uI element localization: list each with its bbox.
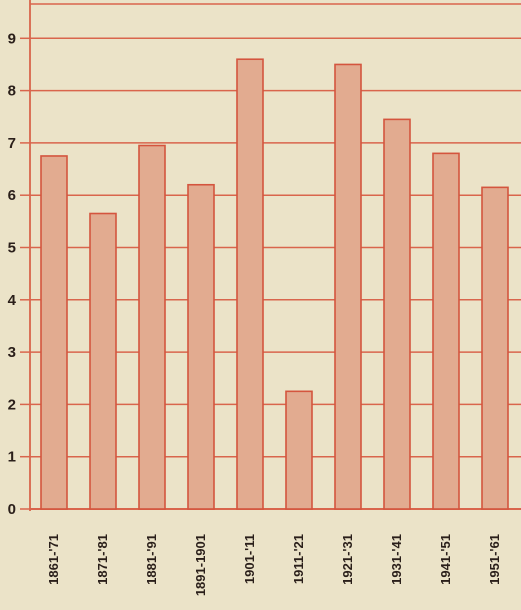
bars xyxy=(40,58,509,510)
x-tick-label: 1861-'71 xyxy=(46,534,61,585)
x-tick-label: 1941-'51 xyxy=(438,534,453,585)
y-axis-ticks: 0 1 2 3 4 5 6 7 8 9 xyxy=(8,30,17,518)
bar-1911-'21 xyxy=(285,390,313,510)
x-tick-label: 1881-'91 xyxy=(144,534,159,585)
x-tick-label: 1931-'41 xyxy=(389,534,404,585)
bar-1931-'41 xyxy=(383,118,411,510)
y-tick-label: 3 xyxy=(8,344,16,361)
x-tick-label: 1951-'61 xyxy=(487,534,502,585)
bar-1881-'91 xyxy=(138,144,166,510)
y-tick-label: 6 xyxy=(8,187,16,204)
bar-1901-'11 xyxy=(236,58,264,510)
bar-1951-'61 xyxy=(481,186,509,510)
y-tick-label: 0 xyxy=(8,501,16,518)
x-tick-label: 1891-1901 xyxy=(193,534,208,596)
y-tick-label: 1 xyxy=(8,449,16,466)
x-tick-label: 1901-'11 xyxy=(242,534,257,584)
bar-1861-'71 xyxy=(40,155,68,510)
bar-1921-'31 xyxy=(334,63,362,510)
bar-1941-'51 xyxy=(432,152,460,510)
x-axis-ticks: 1861-'71 1871-'81 1881-'91 1891-1901 1901-'1… xyxy=(46,534,502,596)
y-tick-label: 5 xyxy=(8,240,16,257)
y-tick-label: 9 xyxy=(8,30,16,47)
bar-1891-1901 xyxy=(187,183,215,510)
y-tick-label: 2 xyxy=(8,396,16,413)
y-tick-label: 8 xyxy=(8,83,16,100)
x-tick-label: 1871-'81 xyxy=(95,534,110,585)
y-tick-label: 7 xyxy=(8,135,16,152)
y-tick-label: 4 xyxy=(8,292,17,309)
x-tick-label: 1921-'31 xyxy=(340,534,355,585)
bar-1871-'81 xyxy=(89,212,117,510)
x-tick-label: 1911-'21 xyxy=(291,534,306,584)
